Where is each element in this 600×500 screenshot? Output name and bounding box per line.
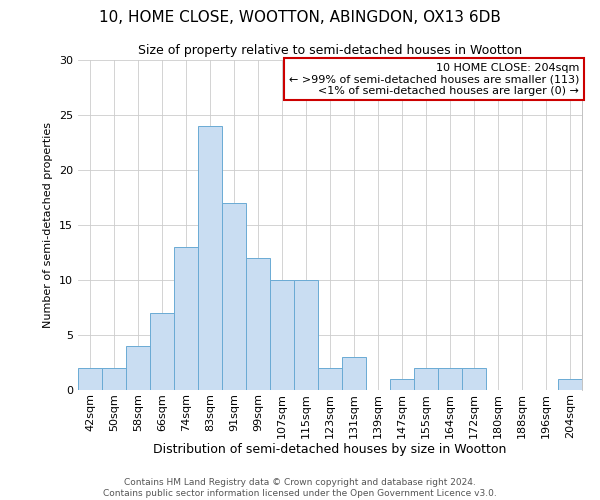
Bar xyxy=(126,346,150,390)
Text: 10 HOME CLOSE: 204sqm
← >99% of semi-detached houses are smaller (113)
<1% of se: 10 HOME CLOSE: 204sqm ← >99% of semi-det… xyxy=(289,63,579,96)
Bar xyxy=(102,368,126,390)
Bar xyxy=(222,203,246,390)
Bar xyxy=(174,247,198,390)
Bar xyxy=(198,126,222,390)
Y-axis label: Number of semi-detached properties: Number of semi-detached properties xyxy=(43,122,53,328)
Bar xyxy=(462,368,486,390)
Text: Contains HM Land Registry data © Crown copyright and database right 2024.
Contai: Contains HM Land Registry data © Crown c… xyxy=(103,478,497,498)
Text: 10, HOME CLOSE, WOOTTON, ABINGDON, OX13 6DB: 10, HOME CLOSE, WOOTTON, ABINGDON, OX13 … xyxy=(99,10,501,25)
Bar xyxy=(246,258,270,390)
Bar xyxy=(414,368,438,390)
Bar xyxy=(270,280,294,390)
Bar xyxy=(390,379,414,390)
Bar xyxy=(78,368,102,390)
Bar xyxy=(438,368,462,390)
Bar xyxy=(558,379,582,390)
Bar xyxy=(294,280,318,390)
Bar xyxy=(318,368,342,390)
X-axis label: Distribution of semi-detached houses by size in Wootton: Distribution of semi-detached houses by … xyxy=(154,444,506,456)
Bar xyxy=(342,357,366,390)
Title: Size of property relative to semi-detached houses in Wootton: Size of property relative to semi-detach… xyxy=(138,44,522,58)
Bar xyxy=(150,313,174,390)
